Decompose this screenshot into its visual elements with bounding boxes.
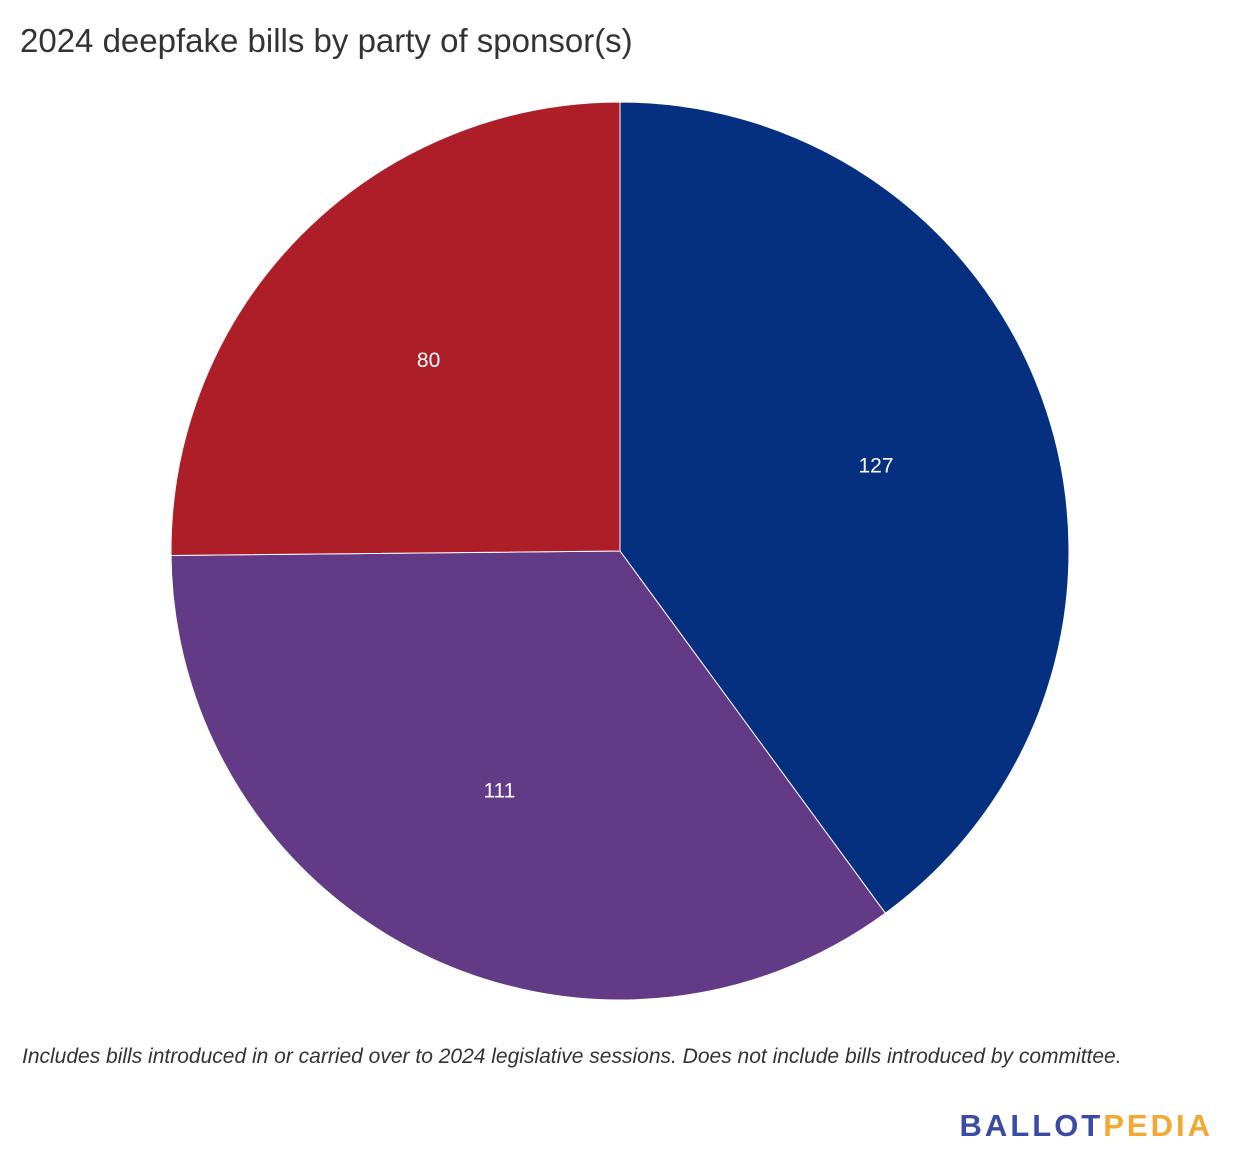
slice-label-127: 127 xyxy=(858,455,893,478)
chart-title: 2024 deepfake bills by party of sponsor(… xyxy=(20,22,633,59)
ballotpedia-logo: BALLOTPEDIA xyxy=(960,1108,1213,1144)
pie-slice-127 xyxy=(619,101,1070,914)
slice-label-80: 80 xyxy=(417,349,440,372)
logo-text-pedia: PEDIA xyxy=(1103,1108,1213,1143)
pie-slice-80 xyxy=(170,101,621,556)
pie-slice-111 xyxy=(170,550,887,1001)
footnote: Includes bills introduced in or carried … xyxy=(22,1045,1122,1068)
pie-chart: 127 111 80 xyxy=(170,101,1070,1001)
logo-text-ballot: BALLOT xyxy=(959,1108,1104,1143)
slice-label-111: 111 xyxy=(483,779,515,802)
